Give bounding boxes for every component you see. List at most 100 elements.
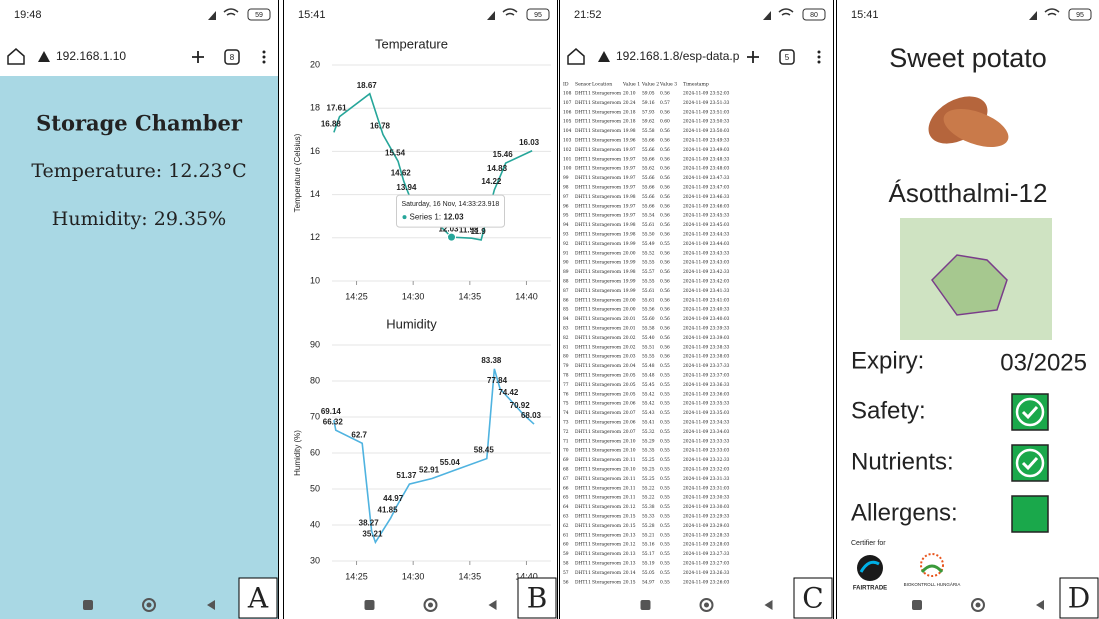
tooltip-title: Saturday, 16 Nov, 14:33:23.918 [402, 201, 500, 208]
tabs-button[interactable] [779, 49, 795, 65]
new-tab-button[interactable] [747, 51, 759, 63]
home-button[interactable] [7, 48, 25, 65]
table-cell: DHT11 [575, 101, 591, 106]
table-cell: 2024-11-09 23:35:03 [683, 411, 730, 416]
panel-label-box [517, 577, 557, 619]
table-cell: 79 [563, 364, 569, 369]
table-cell: 20.14 [623, 571, 636, 576]
table-cell: Storageroom [592, 233, 622, 238]
table-cell: 2024-11-09 23:40:33 [683, 308, 730, 313]
table-header: Value 1 [622, 82, 640, 88]
table-cell: 0.56 [660, 298, 670, 303]
new-tab-button[interactable] [192, 51, 204, 63]
data-label: 70.92 [510, 401, 531, 410]
nav-back[interactable] [488, 600, 497, 610]
data-label: 15.54 [385, 148, 406, 157]
nav-home[interactable] [971, 598, 985, 612]
table-cell: 0.55 [660, 571, 670, 576]
home-button[interactable] [567, 48, 585, 65]
table-cell: DHT11 [575, 543, 591, 548]
nav-home[interactable] [423, 598, 438, 612]
nav-recents[interactable] [912, 600, 922, 610]
table-cell: 89 [563, 270, 569, 275]
table-cell: Storageroom [592, 355, 622, 360]
table-cell: 74 [563, 411, 569, 416]
table-cell: 0.56 [660, 214, 670, 219]
y-tick-label: 80 [310, 375, 320, 385]
nav-recents[interactable] [640, 600, 651, 610]
table-cell: 2024-11-09 23:34:03 [683, 430, 730, 435]
table-cell: Storageroom [592, 223, 622, 228]
y-tick-label: 18 [310, 103, 320, 113]
biokontroll-logo [920, 553, 944, 577]
table-cell: 55.43 [642, 411, 655, 416]
table-cell: 0.55 [660, 449, 670, 454]
nav-back[interactable] [1036, 600, 1044, 610]
menu-dot [817, 55, 821, 59]
table-cell: 0.56 [660, 157, 670, 162]
nav-recents[interactable] [83, 600, 93, 610]
table-cell: 55.66 [642, 176, 655, 181]
tabs-count: 5 [785, 53, 790, 62]
nav-recents[interactable] [364, 600, 375, 610]
table-cell: 0.56 [660, 148, 670, 153]
table-cell: 78 [563, 374, 569, 379]
table-cell: DHT11 [575, 468, 591, 473]
tooltip-value: 12.03 [444, 212, 465, 221]
table-cell: 19.96 [623, 139, 636, 144]
y-tick-label: 14 [310, 189, 320, 199]
table-cell: 2024-11-09 23:31:03 [683, 486, 730, 491]
table-cell: 106 [563, 110, 572, 115]
status-time: 15:41 [851, 9, 879, 21]
table-cell: DHT11 [575, 186, 591, 191]
table-cell: 20.05 [623, 392, 636, 397]
table-cell: DHT11 [575, 515, 591, 520]
table-cell: DHT11 [575, 355, 591, 360]
tabs-button[interactable] [224, 49, 240, 65]
table-cell: Storageroom [592, 374, 622, 379]
panel-c: 21:52 80 192.168.1.8/esp-data.p 5 ID Sensor Lo… [559, 0, 834, 619]
table-cell: Storageroom [592, 167, 622, 172]
signal-icon [487, 11, 495, 20]
wifi-icon [223, 8, 239, 16]
table-cell: 20.00 [623, 298, 636, 303]
panel-label: D [1068, 582, 1090, 615]
table-cell: 2024-11-09 23:48:33 [683, 157, 730, 162]
x-tick-label: 14:40 [515, 291, 538, 301]
table-cell: 70 [563, 449, 569, 454]
url-text[interactable]: 192.168.1.10 [56, 49, 126, 63]
table-cell: Storageroom [592, 327, 622, 332]
nav-back[interactable] [764, 600, 773, 610]
data-label: 69.14 [321, 407, 342, 416]
data-label: 13.94 [396, 183, 417, 192]
table-cell: 97 [563, 195, 569, 200]
table-cell: 57 [563, 571, 569, 576]
data-label: 41.85 [378, 505, 399, 514]
nav-back[interactable] [207, 600, 215, 610]
table-cell: 55.66 [642, 157, 655, 162]
table-cell: 2024-11-09 23:28:33 [683, 533, 730, 538]
fairtrade-logo [857, 555, 883, 581]
table-cell: DHT11 [575, 148, 591, 153]
data-label: 74.42 [498, 388, 519, 397]
table-cell: 0.56 [660, 233, 670, 238]
signal-icon [1029, 11, 1037, 20]
check-mark [1021, 456, 1039, 471]
nav-home[interactable] [699, 598, 714, 612]
table-cell: 55.05 [642, 571, 655, 576]
menu-dot [262, 60, 266, 64]
table-cell: 0.55 [660, 392, 670, 397]
signal-icon [208, 11, 216, 20]
url-text[interactable]: 192.168.1.8/esp-data.p [616, 49, 740, 63]
table-cell: Storageroom [592, 552, 622, 557]
table-cell: 19.98 [623, 223, 636, 228]
tabs-count: 8 [230, 53, 235, 62]
table-cell: Storageroom [592, 392, 622, 397]
panel-label: B [527, 582, 548, 615]
table-cell: 20.11 [623, 477, 636, 482]
table-cell: 2024-11-09 23:40:03 [683, 317, 730, 322]
nav-home[interactable] [142, 598, 156, 612]
table-cell: 83 [563, 327, 569, 332]
wifi-icon [502, 8, 518, 16]
data-label: 11.98 [459, 225, 479, 234]
